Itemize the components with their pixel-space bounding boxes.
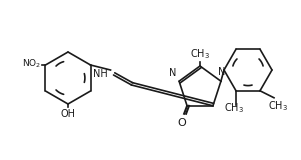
Text: OH: OH xyxy=(61,109,76,119)
Text: NH: NH xyxy=(93,69,108,79)
Text: CH$_3$: CH$_3$ xyxy=(268,99,288,113)
Text: N: N xyxy=(169,68,176,78)
Text: NO$_2$: NO$_2$ xyxy=(22,58,42,70)
Text: N: N xyxy=(218,67,226,77)
Text: O: O xyxy=(178,118,186,128)
Text: CH$_3$: CH$_3$ xyxy=(224,101,244,115)
Text: CH$_3$: CH$_3$ xyxy=(190,47,210,61)
